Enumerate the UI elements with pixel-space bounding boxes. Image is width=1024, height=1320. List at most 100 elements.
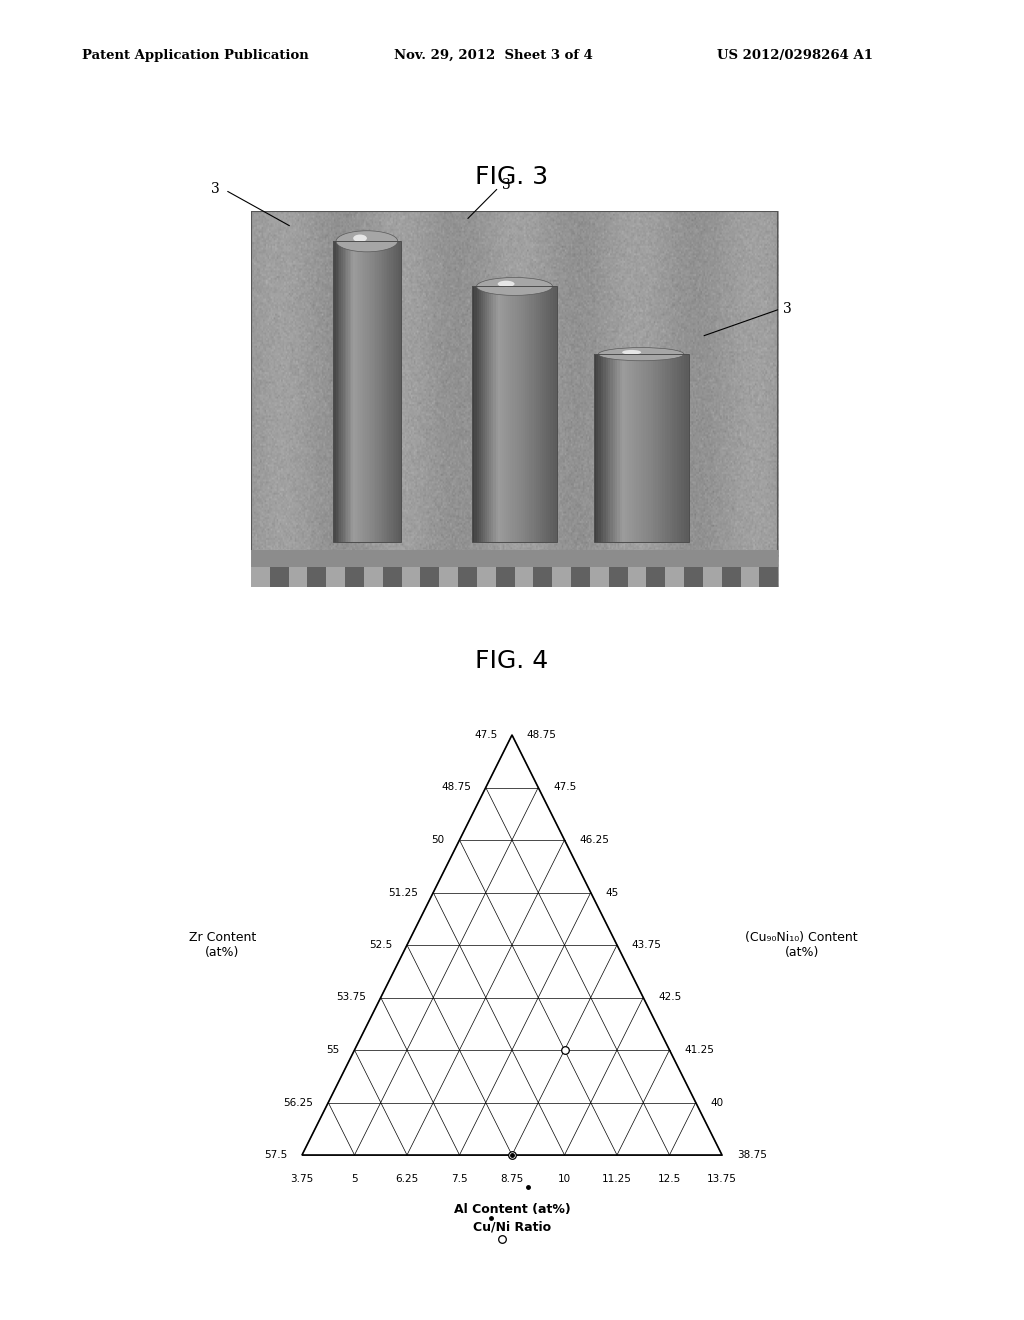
Ellipse shape xyxy=(623,350,641,355)
Bar xyxy=(643,354,646,543)
Bar xyxy=(364,566,383,587)
Bar xyxy=(663,354,665,543)
Bar xyxy=(646,354,648,543)
Text: Cu/Ni Ratio: Cu/Ni Ratio xyxy=(473,1220,551,1233)
Bar xyxy=(677,354,679,543)
Ellipse shape xyxy=(476,277,553,296)
Bar xyxy=(289,566,307,587)
Bar xyxy=(527,286,529,543)
Text: 43.75: 43.75 xyxy=(632,940,662,950)
Bar xyxy=(383,566,401,587)
Bar xyxy=(504,286,506,543)
Bar xyxy=(350,242,351,543)
Bar xyxy=(377,242,379,543)
Text: FIG. 3: FIG. 3 xyxy=(475,165,549,189)
Bar xyxy=(492,286,494,543)
Text: 45: 45 xyxy=(605,887,618,898)
Bar xyxy=(356,242,358,543)
Bar xyxy=(355,242,356,543)
Text: US 2012/0298264 A1: US 2012/0298264 A1 xyxy=(717,49,872,62)
Text: 52.5: 52.5 xyxy=(369,940,392,950)
Bar xyxy=(372,242,374,543)
Bar xyxy=(496,286,498,543)
Bar xyxy=(636,354,639,543)
Bar xyxy=(338,242,340,543)
Bar xyxy=(498,286,500,543)
Bar xyxy=(307,566,327,587)
Bar xyxy=(627,354,630,543)
Bar xyxy=(536,286,538,543)
Text: 8.75: 8.75 xyxy=(501,1173,523,1184)
Bar xyxy=(665,354,668,543)
Bar xyxy=(381,242,382,543)
Bar xyxy=(483,286,485,543)
Bar xyxy=(617,354,620,543)
Bar xyxy=(672,354,675,543)
Bar xyxy=(485,286,487,543)
Bar xyxy=(523,286,525,543)
Bar xyxy=(542,286,544,543)
Bar xyxy=(458,566,477,587)
Bar xyxy=(384,242,386,543)
Text: 3: 3 xyxy=(211,182,220,195)
Bar xyxy=(512,286,514,543)
Bar xyxy=(366,242,367,543)
Bar xyxy=(489,286,492,543)
Bar xyxy=(660,354,663,543)
Bar xyxy=(670,354,672,543)
Bar xyxy=(657,354,660,543)
Bar xyxy=(500,286,502,543)
Text: 56.25: 56.25 xyxy=(284,1097,313,1107)
Bar xyxy=(487,286,489,543)
Bar xyxy=(571,566,590,587)
Bar xyxy=(478,286,481,543)
Bar xyxy=(760,566,778,587)
Bar xyxy=(612,354,615,543)
Bar xyxy=(508,286,510,543)
Bar xyxy=(540,286,542,543)
Bar xyxy=(653,354,655,543)
Text: 46.25: 46.25 xyxy=(580,836,609,845)
Text: FIG. 4: FIG. 4 xyxy=(475,649,549,673)
Ellipse shape xyxy=(353,235,367,242)
Bar xyxy=(358,242,360,543)
Bar xyxy=(396,242,397,543)
Text: 13.75: 13.75 xyxy=(707,1173,737,1184)
Bar xyxy=(650,354,653,543)
Bar xyxy=(548,286,551,543)
Bar xyxy=(521,286,523,543)
Bar xyxy=(401,566,421,587)
Ellipse shape xyxy=(598,347,684,360)
Bar xyxy=(251,566,269,587)
Bar xyxy=(596,354,598,543)
Bar xyxy=(367,242,369,543)
Bar xyxy=(552,566,571,587)
Bar xyxy=(632,354,634,543)
Bar xyxy=(382,242,384,543)
Bar xyxy=(269,566,289,587)
Text: 5: 5 xyxy=(351,1173,357,1184)
Ellipse shape xyxy=(498,281,515,286)
Bar xyxy=(510,286,512,543)
Bar xyxy=(517,286,519,543)
Bar xyxy=(601,354,603,543)
Bar xyxy=(630,354,632,543)
Text: (Cu₉₀Ni₁₀) Content
(at%): (Cu₉₀Ni₁₀) Content (at%) xyxy=(745,931,858,960)
Bar xyxy=(472,286,474,543)
Text: 51.25: 51.25 xyxy=(389,887,419,898)
Bar xyxy=(681,354,684,543)
Bar xyxy=(534,566,552,587)
Bar xyxy=(553,286,555,543)
Text: 3: 3 xyxy=(502,178,511,191)
Bar xyxy=(639,354,641,543)
Bar xyxy=(439,566,458,587)
Bar xyxy=(481,286,483,543)
Bar xyxy=(684,354,686,543)
Bar xyxy=(333,242,401,543)
Bar xyxy=(333,242,334,543)
Bar xyxy=(610,354,612,543)
Bar xyxy=(353,242,355,543)
Bar xyxy=(496,566,514,587)
Bar xyxy=(369,242,371,543)
Bar xyxy=(387,242,389,543)
